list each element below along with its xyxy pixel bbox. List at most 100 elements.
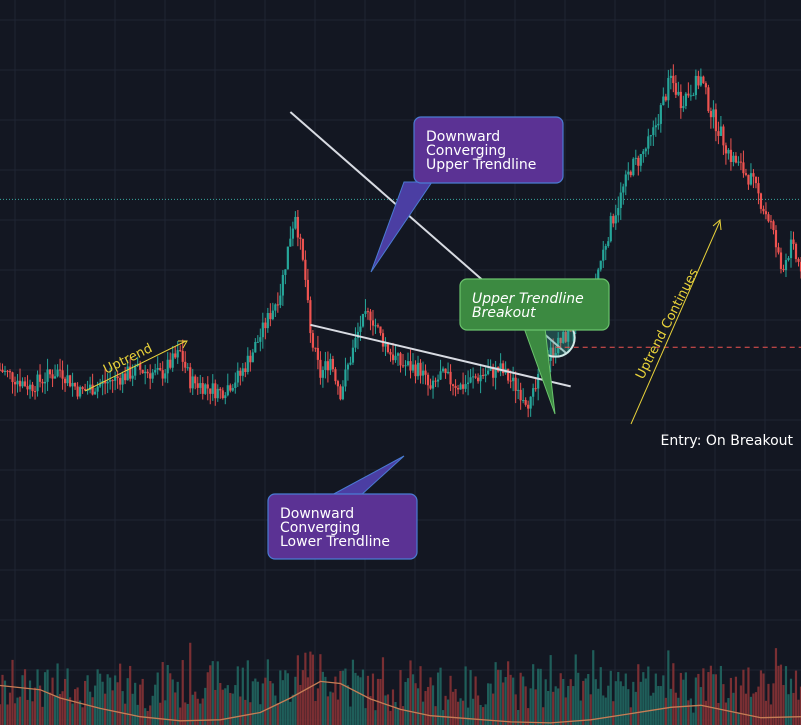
volume-bar <box>424 691 427 725</box>
candle-body <box>196 383 199 388</box>
volume-bar <box>514 694 517 725</box>
candle-body <box>8 371 12 373</box>
volume-bar <box>679 672 682 725</box>
volume-bar <box>386 694 390 725</box>
candle-body <box>359 326 362 332</box>
candle-body <box>161 370 164 379</box>
candle-body <box>289 238 292 247</box>
candle-body <box>391 354 395 361</box>
volume-ma-line <box>0 680 801 724</box>
volume-bar <box>609 670 612 725</box>
candle-body <box>114 376 117 381</box>
volume-bar <box>704 700 707 725</box>
volume-bar <box>224 688 227 725</box>
candle-body <box>514 377 517 391</box>
volume-bar <box>284 670 287 725</box>
candle-body <box>339 386 342 400</box>
volume-bar <box>244 699 247 725</box>
volume-bar <box>492 693 495 725</box>
volume-bar <box>94 685 97 725</box>
candle-body <box>33 391 37 393</box>
volume-bar <box>174 692 177 725</box>
volume-bar <box>109 677 112 725</box>
volume-bar <box>281 680 284 725</box>
candle-body <box>376 325 380 327</box>
candle-body <box>166 359 169 374</box>
volume-bar <box>416 688 420 725</box>
volume-bar <box>737 712 740 725</box>
candle-body <box>386 343 390 353</box>
candle-body <box>221 390 224 399</box>
candle-body <box>304 259 307 280</box>
candle-body <box>361 313 365 327</box>
volume-bar <box>53 696 57 725</box>
upper-callout-line-2: Converging <box>426 143 506 159</box>
volume-bar <box>537 668 540 725</box>
volume-bar <box>26 699 29 725</box>
volume-bar <box>547 691 550 725</box>
upper-callout-line-1: Downward <box>426 129 500 145</box>
volume-bar <box>89 691 92 725</box>
candle-body <box>201 383 204 394</box>
candle-body <box>509 380 512 382</box>
candle-body <box>674 83 677 95</box>
volume-bar <box>231 693 234 725</box>
volume-bar <box>214 689 217 725</box>
candle-body <box>144 371 147 374</box>
candle-body <box>429 385 432 389</box>
candle-body <box>484 374 487 376</box>
volume-bar <box>659 686 662 725</box>
candle-body <box>464 384 467 389</box>
volume-bar <box>619 681 622 725</box>
candle-body <box>209 388 212 394</box>
volume-bar <box>194 691 197 725</box>
volume-bar <box>634 691 637 725</box>
volume-bar <box>96 669 99 725</box>
volume-bar <box>11 659 14 725</box>
candle-body <box>694 75 697 96</box>
candle-body <box>191 376 194 389</box>
candle-body <box>354 338 357 348</box>
candle-body <box>554 353 557 357</box>
volume-bar <box>324 676 327 725</box>
candle-body <box>414 364 417 377</box>
candle-body <box>379 326 382 334</box>
volume-bar <box>331 692 335 725</box>
candle-body <box>104 380 107 384</box>
candle-body <box>234 382 237 389</box>
candle-body <box>3 370 7 372</box>
candle-body <box>737 161 740 163</box>
candle-body <box>21 381 24 387</box>
volume-bar <box>254 678 257 725</box>
volume-bar <box>73 689 77 725</box>
candle-body <box>341 386 345 400</box>
volume-bar <box>674 692 677 725</box>
candle-body <box>604 246 607 250</box>
volume-bar <box>559 673 562 725</box>
volume-bar <box>406 678 410 725</box>
volume-bar <box>589 694 592 725</box>
candle-body <box>274 304 277 311</box>
volume-bar <box>454 688 457 725</box>
volume-bar <box>689 698 692 725</box>
volume-bar <box>461 700 465 725</box>
candle-body <box>61 370 64 379</box>
candle-body <box>441 368 445 372</box>
candle-body <box>396 353 400 356</box>
candle-body <box>306 279 309 301</box>
volume-bar <box>199 703 202 725</box>
candle-body <box>219 388 222 391</box>
volume-bar <box>464 666 467 725</box>
candle-body <box>734 155 738 163</box>
candle-body <box>6 370 9 372</box>
volume-bar <box>782 685 785 725</box>
candle-body <box>261 322 264 338</box>
candle-body <box>519 389 522 401</box>
candle-body <box>184 361 187 368</box>
volume-bar <box>654 673 657 725</box>
volume-bar <box>532 664 535 725</box>
volume-bar <box>63 678 67 725</box>
candle-body <box>724 145 728 154</box>
candle-body <box>416 362 420 377</box>
volume-bar <box>84 680 87 725</box>
